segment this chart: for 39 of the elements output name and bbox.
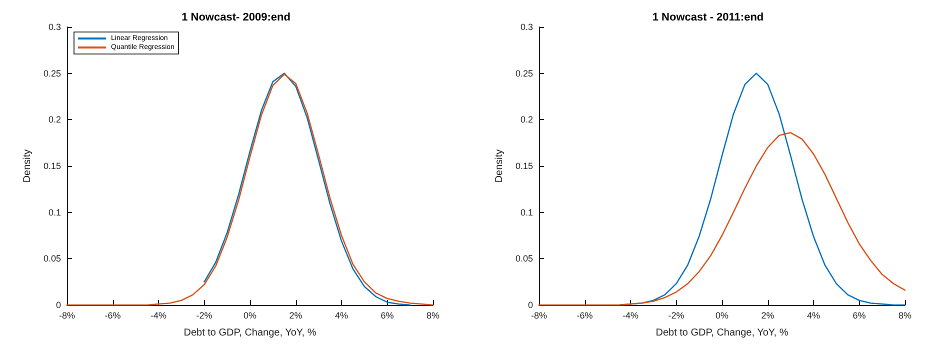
x-tick-label: 2%: [289, 310, 302, 320]
y-axis-title: Density: [22, 149, 34, 183]
x-tick-label: -8%: [530, 310, 548, 320]
y-tick-label: 0.25: [515, 68, 533, 78]
y-tick-label: 0.05: [43, 254, 61, 264]
line-series: [204, 72, 411, 306]
y-tick-label: 0: [528, 300, 533, 310]
x-tick-label: 0%: [243, 310, 257, 320]
y-tick-label: 0.1: [48, 207, 61, 218]
x-tick-label: 8%: [426, 310, 440, 320]
y-tick-label: 0.1: [520, 207, 533, 218]
y-tick-label: 0.25: [43, 68, 61, 78]
x-tick-label: -2%: [668, 310, 684, 320]
x-tick-label: -6%: [104, 310, 121, 320]
x-tick-label: 4%: [334, 310, 348, 320]
y-tick-label: 0: [56, 300, 61, 310]
x-tick-label: -4%: [622, 310, 639, 320]
x-tick-label: 0%: [715, 310, 729, 320]
y-tick-label: 0.05: [515, 254, 533, 264]
x-tick-label: -6%: [576, 310, 593, 320]
y-tick-label: 0.15: [515, 161, 533, 171]
x-tick-label: 2%: [761, 310, 774, 320]
x-tick-label: 4%: [806, 310, 820, 320]
chart-title: 1 Nowcast - 2011:end: [652, 12, 764, 24]
y-axis-title: Density: [494, 149, 506, 183]
x-axis-title: Debt to GDP, Change, YoY, %: [656, 328, 788, 338]
y-tick-label: 0.15: [43, 161, 61, 171]
x-tick-label: -4%: [150, 310, 167, 320]
x-tick-label: -8%: [58, 310, 76, 320]
x-tick-label: 6%: [852, 310, 866, 320]
x-tick-label: -2%: [196, 310, 212, 320]
x-axis-title: Debt to GDP, Change, YoY, %: [184, 328, 316, 338]
y-tick-label: 0.3: [48, 22, 61, 32]
x-tick-label: 6%: [380, 310, 394, 320]
y-tick-label: 0.2: [48, 114, 61, 125]
y-tick-label: 0.3: [520, 22, 533, 32]
chart-title: 1 Nowcast- 2009:end: [182, 12, 290, 24]
x-tick-label: 8%: [898, 310, 912, 320]
y-tick-label: 0.2: [520, 114, 533, 125]
